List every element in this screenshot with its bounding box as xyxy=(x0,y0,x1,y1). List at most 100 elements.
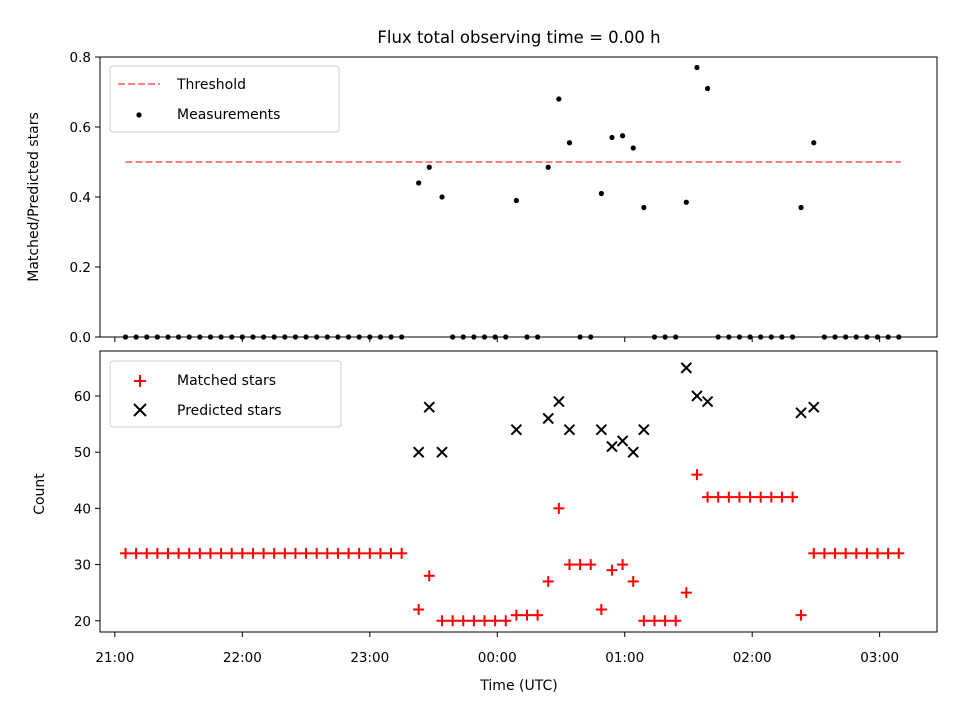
matched-star-point xyxy=(776,491,788,503)
predicted-star-point xyxy=(808,401,820,413)
matched-star-point xyxy=(343,547,355,559)
matched-star-point xyxy=(353,547,365,559)
matched-star-point xyxy=(670,615,682,627)
matched-star-point xyxy=(289,547,301,559)
matched-star-point xyxy=(595,604,607,616)
matched-star-point xyxy=(173,547,185,559)
x-tick-label: 00:00 xyxy=(478,650,517,666)
predicted-star-point xyxy=(616,435,629,447)
matched-star-point xyxy=(627,575,639,587)
predicted-star-point xyxy=(436,446,448,458)
matched-star-point xyxy=(829,547,841,559)
legend-measurements-label: Measurements xyxy=(177,107,280,123)
measurement-point xyxy=(513,197,519,204)
measurement-point xyxy=(566,140,573,146)
matched-star-point xyxy=(680,587,692,599)
bottom-plot-area xyxy=(119,362,905,627)
matched-star-point xyxy=(861,547,873,559)
top-plot-area xyxy=(122,64,902,340)
matched-star-point xyxy=(617,559,629,571)
bottom-axes-frame xyxy=(99,350,938,633)
matched-star-point xyxy=(226,547,238,559)
x-tick-label: 01:00 xyxy=(605,650,644,666)
predicted-star-point xyxy=(680,362,693,374)
matched-star-point xyxy=(119,547,131,559)
matched-star-point xyxy=(258,547,270,559)
matched-star-point xyxy=(542,575,554,587)
matched-star-point xyxy=(300,547,312,559)
bottom-y-tick-label: 20 xyxy=(74,614,91,630)
matched-star-point xyxy=(279,547,291,559)
matched-star-point xyxy=(733,491,745,503)
matched-star-point xyxy=(795,609,807,621)
measurement-point xyxy=(694,64,700,71)
predicted-star-point xyxy=(563,423,576,436)
x-tick-label: 21:00 xyxy=(95,650,134,666)
matched-star-point xyxy=(712,491,724,503)
predicted-star-point xyxy=(701,395,714,408)
top-x-ticks xyxy=(114,337,881,342)
matched-star-point xyxy=(500,615,512,627)
predicted-star-point xyxy=(423,401,435,413)
legend-threshold-label: Threshold xyxy=(176,77,246,93)
measurement-point xyxy=(545,164,551,170)
measurement-point xyxy=(798,204,804,211)
bottom-x-axis: 21:00 22:00 23:00 00:00 01:00 02:00 03:00 xyxy=(95,632,899,666)
matched-star-point xyxy=(321,547,333,559)
matched-star-point xyxy=(236,547,248,559)
bottom-y-tick-label: 40 xyxy=(74,501,91,517)
measurement-point xyxy=(683,199,689,205)
legend-matched-swatch xyxy=(134,375,146,387)
matched-star-point xyxy=(553,502,565,514)
measurement-point xyxy=(609,134,615,141)
matched-star-point xyxy=(765,491,777,503)
top-legend: Threshold Measurements xyxy=(109,65,340,133)
bottom-y-tick-label: 30 xyxy=(74,558,91,574)
matched-star-point xyxy=(247,547,259,559)
matched-star-point xyxy=(194,547,206,559)
matched-star-point xyxy=(744,491,756,503)
matched-star-point xyxy=(882,547,894,559)
matched-star-point xyxy=(585,559,597,571)
matched-star-point xyxy=(413,604,425,616)
matched-star-point xyxy=(563,559,575,571)
top-y-tick-label: 0.0 xyxy=(70,330,91,346)
predicted-star-point xyxy=(638,423,650,436)
matched-star-point xyxy=(606,564,618,576)
predicted-star-point xyxy=(691,390,703,402)
predicted-star-point xyxy=(553,395,565,408)
top-y-tick-label: 0.2 xyxy=(70,260,91,276)
measurement-point xyxy=(619,133,626,139)
measurement-point xyxy=(641,204,647,211)
matched-star-point xyxy=(521,609,533,621)
measurement-point xyxy=(426,164,432,170)
top-y-axis: 0.0 0.2 0.4 0.6 0.8 xyxy=(70,50,100,346)
matched-star-point xyxy=(702,491,714,503)
predicted-star-point xyxy=(595,423,608,436)
legend-predicted-label: Predicted stars xyxy=(177,403,282,419)
bottom-legend-box xyxy=(109,360,342,428)
top-y-tick-label: 0.6 xyxy=(70,120,91,136)
predicted-star-point xyxy=(510,423,523,436)
matched-star-point xyxy=(396,547,408,559)
predicted-star-point xyxy=(606,440,618,453)
top-axes-frame xyxy=(99,56,938,338)
measurement-point xyxy=(811,140,817,146)
bottom-y-tick-label: 60 xyxy=(74,389,91,405)
matched-star-point xyxy=(457,615,469,627)
top-legend-box xyxy=(109,65,340,133)
measurement-point xyxy=(556,96,562,102)
matched-star-point xyxy=(574,559,586,571)
matched-star-point xyxy=(479,615,491,627)
bottom-y-axis: 20 30 40 50 60 xyxy=(74,389,100,630)
predicted-star-point xyxy=(795,407,807,419)
matched-star-point xyxy=(659,615,671,627)
matched-star-point xyxy=(755,491,767,503)
matched-star-point xyxy=(311,547,323,559)
predicted-star-point xyxy=(412,446,425,458)
measurement-point xyxy=(630,145,636,151)
x-tick-label: 02:00 xyxy=(733,650,772,666)
matched-star-point xyxy=(423,570,435,582)
matched-star-point xyxy=(447,615,459,627)
top-y-tick-label: 0.4 xyxy=(70,190,91,206)
